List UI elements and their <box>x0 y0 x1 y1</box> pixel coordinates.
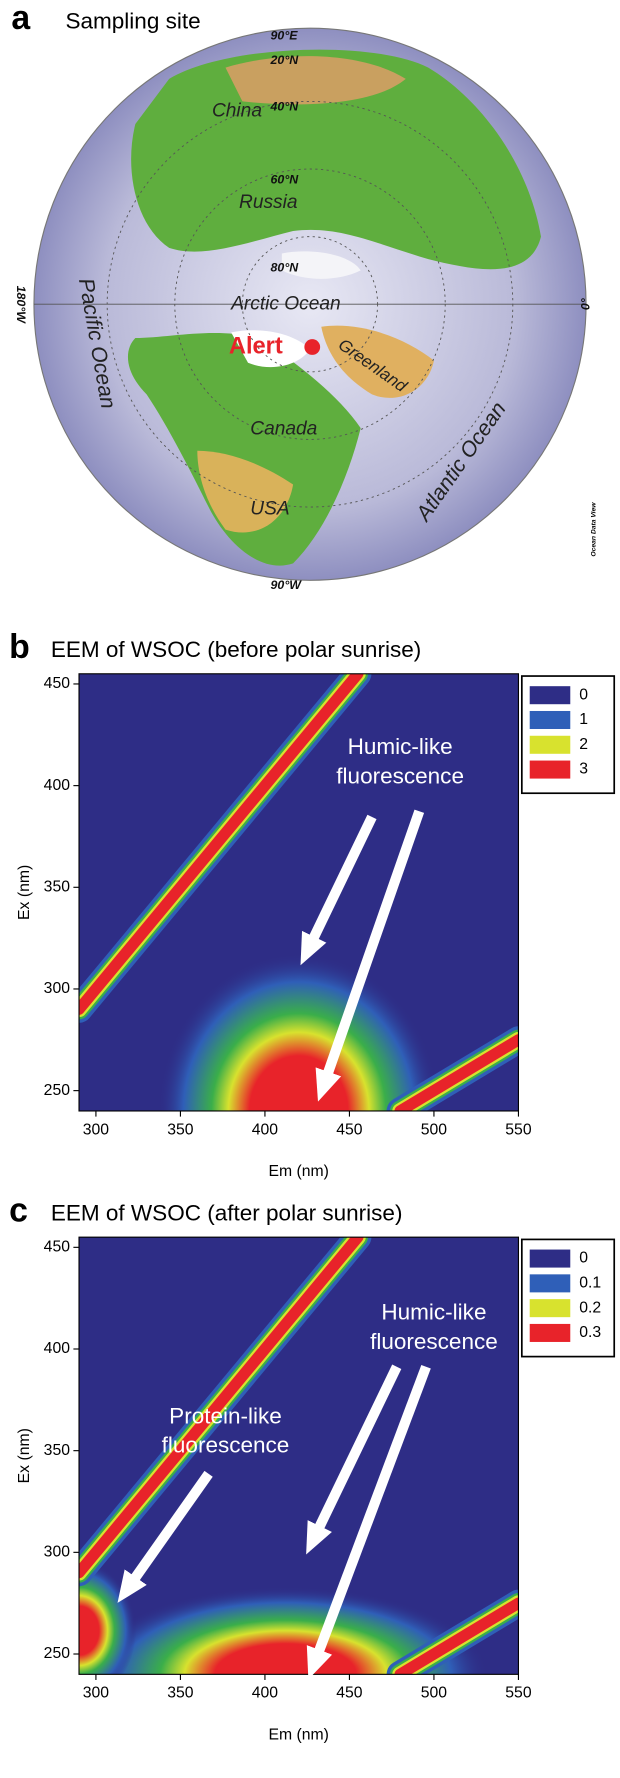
chart-panel: c EEM of WSOC (after polar sunrise) 300 350… <box>9 1191 616 1743</box>
legend-label: 0 <box>579 686 588 703</box>
y-tick-label: 350 <box>44 1442 71 1459</box>
panel-label: c <box>9 1191 28 1229</box>
chart-panel: b EEM of WSOC (before polar sunrise)300 35… <box>9 628 616 1180</box>
annotation: Protein-like <box>169 1403 282 1428</box>
land <box>127 49 541 566</box>
x-tick-label: 300 <box>83 1685 110 1702</box>
x-tick-label: 550 <box>505 1685 532 1702</box>
legend-swatch <box>529 1249 571 1268</box>
map-label: 60°N <box>271 173 300 187</box>
plot-frame <box>78 673 520 1112</box>
plot-area <box>79 1237 519 1675</box>
legend-swatch <box>529 1299 571 1318</box>
x-tick-label: 300 <box>83 1121 110 1138</box>
legend-label: 3 <box>579 761 588 778</box>
map-label: Canada <box>250 418 317 439</box>
legend-swatch <box>529 686 571 705</box>
scatter-band <box>79 1237 364 1579</box>
y-tick-label: 400 <box>44 1340 71 1357</box>
chart-title: EEM of WSOC (before polar sunrise) <box>51 637 421 662</box>
map-label: China <box>212 101 262 122</box>
legend-label: 2 <box>579 736 588 753</box>
annotation: fluorescence <box>370 1329 498 1354</box>
map-label: 80°N <box>271 260 300 274</box>
panel-label: b <box>9 628 30 666</box>
y-axis-label: Ex (nm) <box>16 1428 33 1483</box>
legend-label: 1 <box>579 711 588 728</box>
graticule <box>33 100 587 508</box>
panel-label: a <box>11 0 31 37</box>
annotation-arrow <box>315 809 425 1102</box>
y-tick-label: 350 <box>44 878 71 895</box>
annotation: fluorescence <box>162 1433 290 1458</box>
plot-area <box>79 673 519 1111</box>
x-tick-label: 400 <box>252 1121 279 1138</box>
map-label: Alert <box>229 333 283 359</box>
y-tick-label: 450 <box>44 675 71 692</box>
legend-label: 0 <box>579 1250 588 1267</box>
map-label: 20°N <box>270 53 300 67</box>
x-tick-label: 500 <box>421 1685 448 1702</box>
y-tick-label: 400 <box>44 777 71 794</box>
x-tick-label: 350 <box>167 1121 194 1138</box>
annotation: fluorescence <box>336 763 464 788</box>
chart-title: EEM of WSOC (after polar sunrise) <box>51 1201 403 1226</box>
annotation-arrow <box>306 1364 431 1680</box>
map-label: 90°E <box>271 28 299 42</box>
legend-label: 0.3 <box>579 1324 601 1341</box>
fluorescence-region <box>83 1586 488 1675</box>
map-label: 180°W <box>14 286 28 325</box>
legend-label: 0.2 <box>579 1299 601 1316</box>
x-tick-label: 450 <box>336 1685 363 1702</box>
legend-label: 0.1 <box>579 1275 601 1292</box>
y-tick-label: 450 <box>44 1239 71 1256</box>
x-tick-label: 450 <box>336 1121 363 1138</box>
x-tick-label: 350 <box>167 1685 194 1702</box>
map-label: USA <box>250 498 289 519</box>
legend-swatch <box>529 1274 571 1293</box>
scatter-band <box>79 673 364 1015</box>
legend-swatch <box>529 760 571 779</box>
annotation: Humic-like <box>348 734 453 759</box>
legend-swatch <box>529 1323 571 1342</box>
annotation-arrow <box>117 1470 213 1603</box>
annotation-arrow <box>300 814 377 966</box>
y-axis-label: Ex (nm) <box>16 865 33 920</box>
map-panel: a Sampling site 90°E 20°N 40°N China 60°… <box>11 0 597 592</box>
map-label: 90°W <box>271 578 303 592</box>
legend-swatch <box>529 710 571 730</box>
y-tick-label: 250 <box>44 1645 71 1662</box>
y-tick-label: 250 <box>44 1082 71 1099</box>
scatter-band <box>394 1034 519 1111</box>
fluorescence-region <box>158 953 440 1111</box>
map-label: Arctic Ocean <box>230 293 341 314</box>
x-axis-label: Em (nm) <box>269 1726 329 1743</box>
y-tick-label: 300 <box>44 980 71 997</box>
y-tick-label: 300 <box>44 1544 71 1561</box>
legend-swatch <box>529 735 571 754</box>
scatter-band <box>394 1597 519 1675</box>
x-tick-label: 500 <box>421 1121 448 1138</box>
x-tick-label: 550 <box>505 1121 532 1138</box>
map-title: Sampling site <box>65 8 200 33</box>
annotation-arrow <box>306 1364 402 1555</box>
plot-frame <box>78 1236 520 1675</box>
site-marker <box>304 339 321 355</box>
map-label: Russia <box>239 192 298 213</box>
x-axis-label: Em (nm) <box>269 1163 329 1180</box>
map-label: 0° <box>578 297 592 310</box>
map-label: 40°N <box>270 99 300 113</box>
annotation: Humic-like <box>381 1300 486 1325</box>
map-credit: Ocean Data View <box>591 502 598 557</box>
x-tick-label: 400 <box>252 1685 279 1702</box>
